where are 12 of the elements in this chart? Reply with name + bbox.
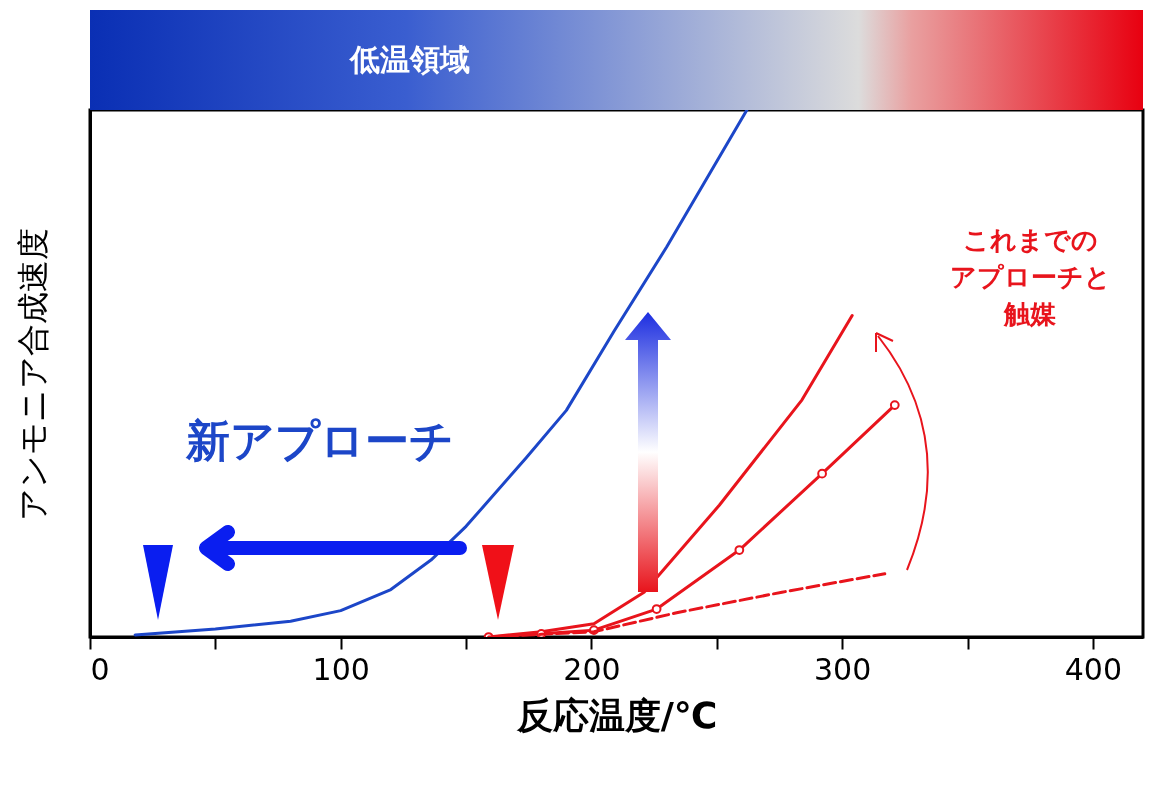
text: 低温領域 bbox=[350, 42, 470, 78]
x-tick-label: 400 bbox=[1064, 651, 1122, 687]
x-tick-label: 100 bbox=[312, 651, 370, 687]
x-tick-label: 0 bbox=[90, 651, 110, 687]
annotation: 触媒 bbox=[1004, 299, 1056, 331]
x-axis-title: 反応温度/℃ bbox=[515, 694, 718, 736]
annotation: これまでの bbox=[962, 225, 1098, 257]
annotation: 新アプローチ bbox=[186, 415, 454, 468]
x-tick-label: 200 bbox=[563, 651, 621, 687]
x-tick-label: 300 bbox=[814, 651, 872, 687]
y-axis-title: アンモニア合成速度 bbox=[13, 227, 52, 521]
annotation: アプローチと bbox=[949, 262, 1111, 294]
